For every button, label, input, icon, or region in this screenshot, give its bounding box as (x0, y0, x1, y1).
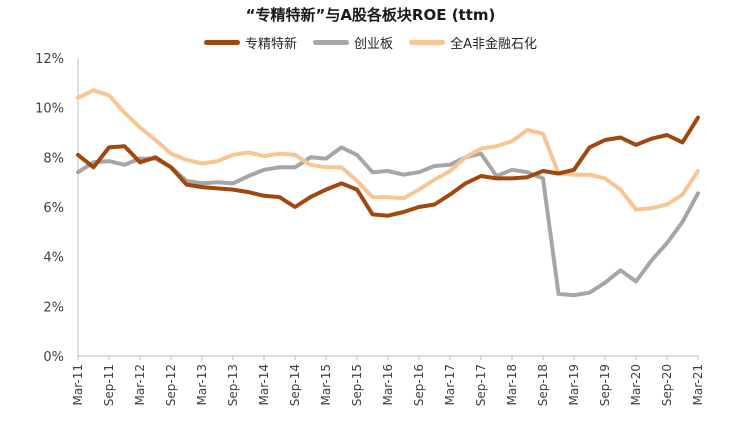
x-tick-label: Sep-12 (164, 364, 178, 406)
legend-label-series-1: 专精特新 (245, 37, 298, 52)
x-tick-label: Sep-13 (226, 364, 240, 406)
x-tick-label: Mar-18 (505, 364, 519, 405)
legend-item-series-3: 全A非金融石化 (409, 33, 537, 52)
legend: 专精特新 创业板 全A非金融石化 (0, 33, 741, 52)
x-tick-label: Sep-15 (350, 364, 364, 406)
y-tick-label: 10% (35, 102, 64, 117)
x-tick-label: Sep-19 (598, 364, 612, 406)
x-tick-label: Sep-14 (288, 364, 302, 406)
x-tick-label: Mar-12 (133, 364, 147, 405)
legend-swatch-series-2 (313, 40, 350, 45)
series-line-3 (76, 88, 700, 212)
y-tick-label: 4% (43, 251, 64, 266)
x-tick-label: Mar-21 (691, 364, 705, 405)
legend-item-series-2: 创业板 (313, 33, 393, 52)
x-tick-label: Mar-20 (629, 364, 643, 405)
series-line-1 (76, 115, 700, 218)
x-tick-label: Sep-17 (474, 364, 488, 406)
legend-label-series-3: 全A非金融石化 (450, 37, 537, 52)
x-tick-label: Sep-20 (660, 364, 674, 406)
x-tick-label: Mar-11 (71, 364, 85, 405)
x-tick-label: Mar-15 (319, 364, 333, 405)
chart-title: “专精特新”与A股各板块ROE (ttm) (245, 6, 496, 24)
x-tick-label: Mar-16 (381, 364, 395, 405)
x-tick-label: Sep-16 (412, 364, 426, 406)
legend-swatch-series-3 (409, 40, 446, 45)
y-tick-label: 8% (43, 151, 64, 166)
y-tick-label: 6% (43, 201, 64, 216)
legend-item-series-1: 专精特新 (204, 33, 297, 52)
y-tick-label: 2% (43, 300, 64, 315)
x-tick-label: Mar-17 (443, 364, 457, 405)
x-tick-label: Mar-19 (567, 364, 581, 405)
legend-swatch-series-1 (204, 40, 241, 45)
x-tick-label: Sep-11 (102, 364, 116, 406)
y-tick-label: 0% (43, 350, 64, 365)
x-tick-label: Mar-14 (257, 364, 271, 405)
x-tick-label: Sep-18 (536, 364, 550, 406)
x-tick-label: Mar-13 (195, 364, 209, 405)
legend-label-series-2: 创业板 (354, 37, 394, 52)
y-tick-label: 12% (35, 52, 64, 67)
